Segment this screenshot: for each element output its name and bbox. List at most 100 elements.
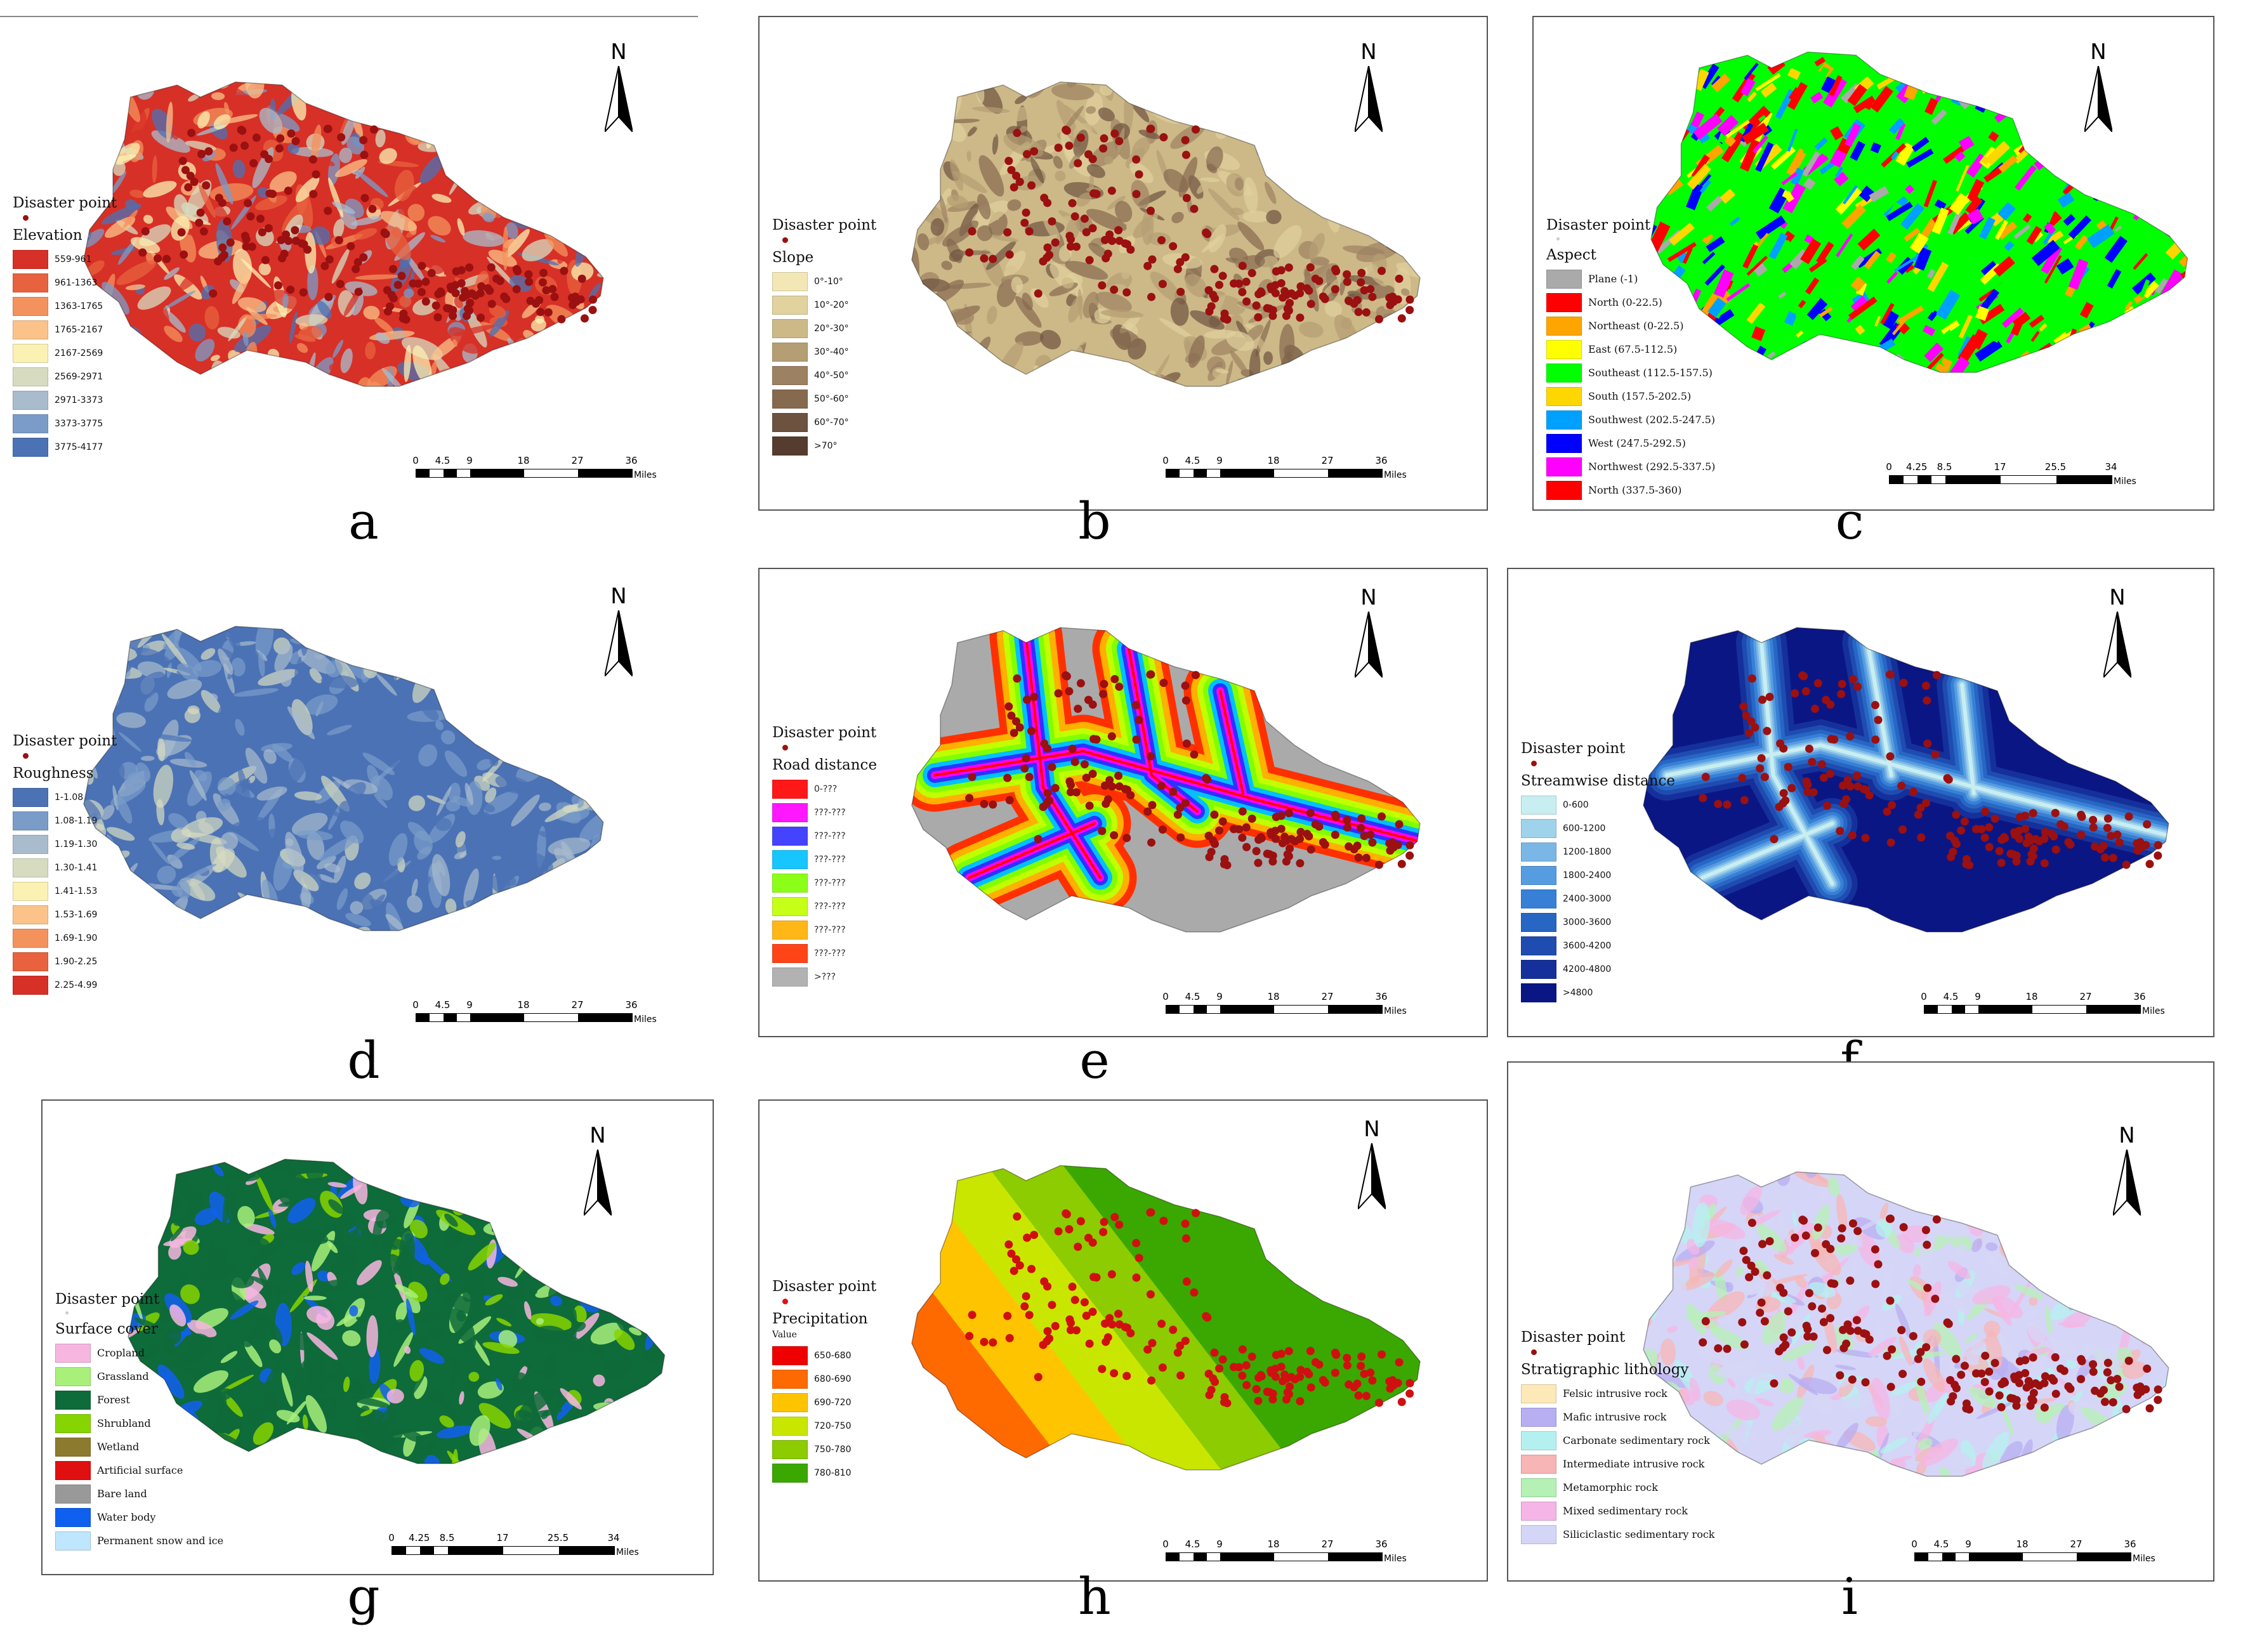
disaster-point-marker	[1004, 157, 1013, 166]
legend-swatch	[1546, 433, 1582, 453]
north-label: N	[610, 584, 627, 609]
legend-swatch	[772, 779, 808, 799]
legend-item: Metamorphic rock	[1521, 1476, 1714, 1499]
disaster-point-marker	[2154, 851, 2162, 860]
disaster-point-marker	[1114, 1309, 1123, 1318]
disaster-point-marker	[1107, 1270, 1116, 1279]
legend-item: 20°-30°	[772, 317, 876, 340]
disaster-point-marker	[1132, 155, 1141, 164]
disaster-point-marker	[1699, 1338, 1707, 1347]
legend-item: 1.90-2.25	[13, 950, 117, 973]
surface-cover-map	[128, 1158, 666, 1464]
scale-tick-label: 0	[1911, 1538, 1917, 1550]
disaster-point-marker	[1838, 1224, 1846, 1233]
disaster-point-marker	[1007, 1249, 1016, 1258]
disaster-point-marker	[2056, 1364, 2065, 1373]
legend-swatch	[1546, 480, 1582, 500]
scale-tick-label: 18	[517, 455, 530, 466]
disaster-point-marker	[323, 124, 332, 133]
disaster-point-marker	[1025, 773, 1034, 782]
disaster-point-marker	[580, 314, 589, 323]
disaster-point-marker	[2145, 860, 2154, 869]
legend-item: Mafic intrusive rock	[1521, 1405, 1714, 1429]
legend-item-label: ???-???	[814, 807, 846, 818]
disaster-point-marker	[1235, 279, 1244, 288]
disaster-point-marker	[202, 181, 211, 190]
legend-item: East (67.5-112.5)	[1546, 338, 1715, 361]
disaster-point-marker	[2099, 1386, 2108, 1394]
disaster-point-marker	[968, 1311, 977, 1320]
disaster-point-marker	[2124, 812, 2133, 821]
scale-tick-label: 27	[2079, 991, 2092, 1002]
disaster-point-marker	[1190, 750, 1199, 759]
disaster-point-marker	[1311, 274, 1320, 283]
disaster-point-marker	[1122, 785, 1131, 794]
disaster-point-marker	[1977, 825, 1986, 834]
disaster-point-marker	[1181, 136, 1190, 145]
disaster-point-marker	[186, 171, 195, 180]
scale-bar: 0 4.5 9 18 27 36 Miles	[1162, 455, 1413, 480]
scale-tick-label: 0	[1886, 461, 1892, 473]
disaster-point-marker	[1932, 671, 1941, 679]
disaster-point-marker	[1977, 1369, 1986, 1378]
disaster-point-marker	[1062, 672, 1071, 681]
north-arrow-icon	[1358, 1143, 1386, 1209]
disaster-point-marker	[282, 230, 291, 239]
north-arrow: N	[572, 1123, 623, 1218]
legend-item-label: Mixed sedimentary rock	[1563, 1504, 1688, 1517]
disaster-point-marker	[1242, 823, 1251, 832]
scale-tick-label: 0	[388, 1532, 395, 1544]
disaster-point-marker	[291, 136, 300, 145]
disaster-point-marker	[1395, 274, 1404, 283]
disaster-point-marker	[260, 150, 269, 159]
disaster-point-marker	[1305, 1370, 1313, 1379]
disaster-point-marker	[2141, 1385, 2150, 1394]
disaster-point-marker	[383, 286, 391, 295]
legend-item: ???-???	[772, 941, 877, 965]
disaster-point-marker	[1010, 1266, 1018, 1275]
disaster-point-marker	[1714, 1344, 1723, 1353]
disaster-point-marker	[1074, 1242, 1082, 1251]
disaster-point-marker	[1985, 823, 1994, 832]
disaster-point-marker	[560, 266, 569, 275]
scale-bar: 0 4.5 9 18 27 36 Miles	[1911, 1538, 2162, 1564]
disaster-point-marker	[1146, 206, 1155, 215]
disaster-point-marker	[1822, 1240, 1831, 1249]
disaster-point-marker	[1089, 189, 1098, 198]
disaster-point-marker	[1204, 832, 1213, 841]
disaster-point-marker	[1176, 833, 1185, 842]
disaster-point-marker	[190, 178, 199, 187]
disaster-point-marker	[2077, 1354, 2086, 1363]
disaster-point-marker	[1921, 681, 1930, 690]
legend-item-label: 0°-10°	[814, 276, 843, 287]
disaster-point-marker	[1305, 832, 1313, 841]
disaster-point-marker	[2089, 823, 2098, 832]
legend-swatch	[55, 1343, 91, 1363]
disaster-point-label: Disaster point	[1546, 217, 1651, 233]
disaster-point-marker	[1190, 204, 1199, 213]
disaster-point-marker	[1169, 1325, 1178, 1334]
precipitation-map	[911, 1165, 1421, 1471]
slope-map	[911, 81, 1421, 387]
legend-item: Wetland	[55, 1435, 223, 1459]
map-panel-lithology: Disaster point Stratigraphic lithology F…	[1507, 1061, 2214, 1582]
disaster-point-marker	[463, 311, 471, 320]
disaster-point-marker	[2024, 832, 2033, 841]
disaster-point-marker	[1808, 757, 1817, 766]
disaster-point-marker	[1051, 238, 1060, 247]
legend-item: 600-1200	[1521, 816, 1675, 840]
disaster-point-marker	[324, 292, 333, 301]
disaster-point-marker	[1331, 1348, 1339, 1357]
disaster-point-marker	[1765, 1237, 1774, 1246]
disaster-point-marker	[1159, 1216, 1168, 1225]
disaster-point-marker	[360, 193, 369, 202]
legend-roughness: Disaster point Roughness 1-1.08 1.08-1.19…	[13, 733, 117, 997]
disaster-point-marker	[1848, 831, 1857, 840]
disaster-point-marker	[1740, 1340, 1749, 1349]
disaster-point-marker	[1076, 1217, 1085, 1226]
disaster-point-marker	[354, 287, 363, 296]
disaster-point-marker	[2089, 1360, 2098, 1369]
disaster-point-marker	[246, 212, 255, 221]
legend-precipitation: Disaster point Precipitation Value 650-6…	[772, 1278, 876, 1485]
legend-item-label: 10°-20°	[814, 299, 849, 310]
